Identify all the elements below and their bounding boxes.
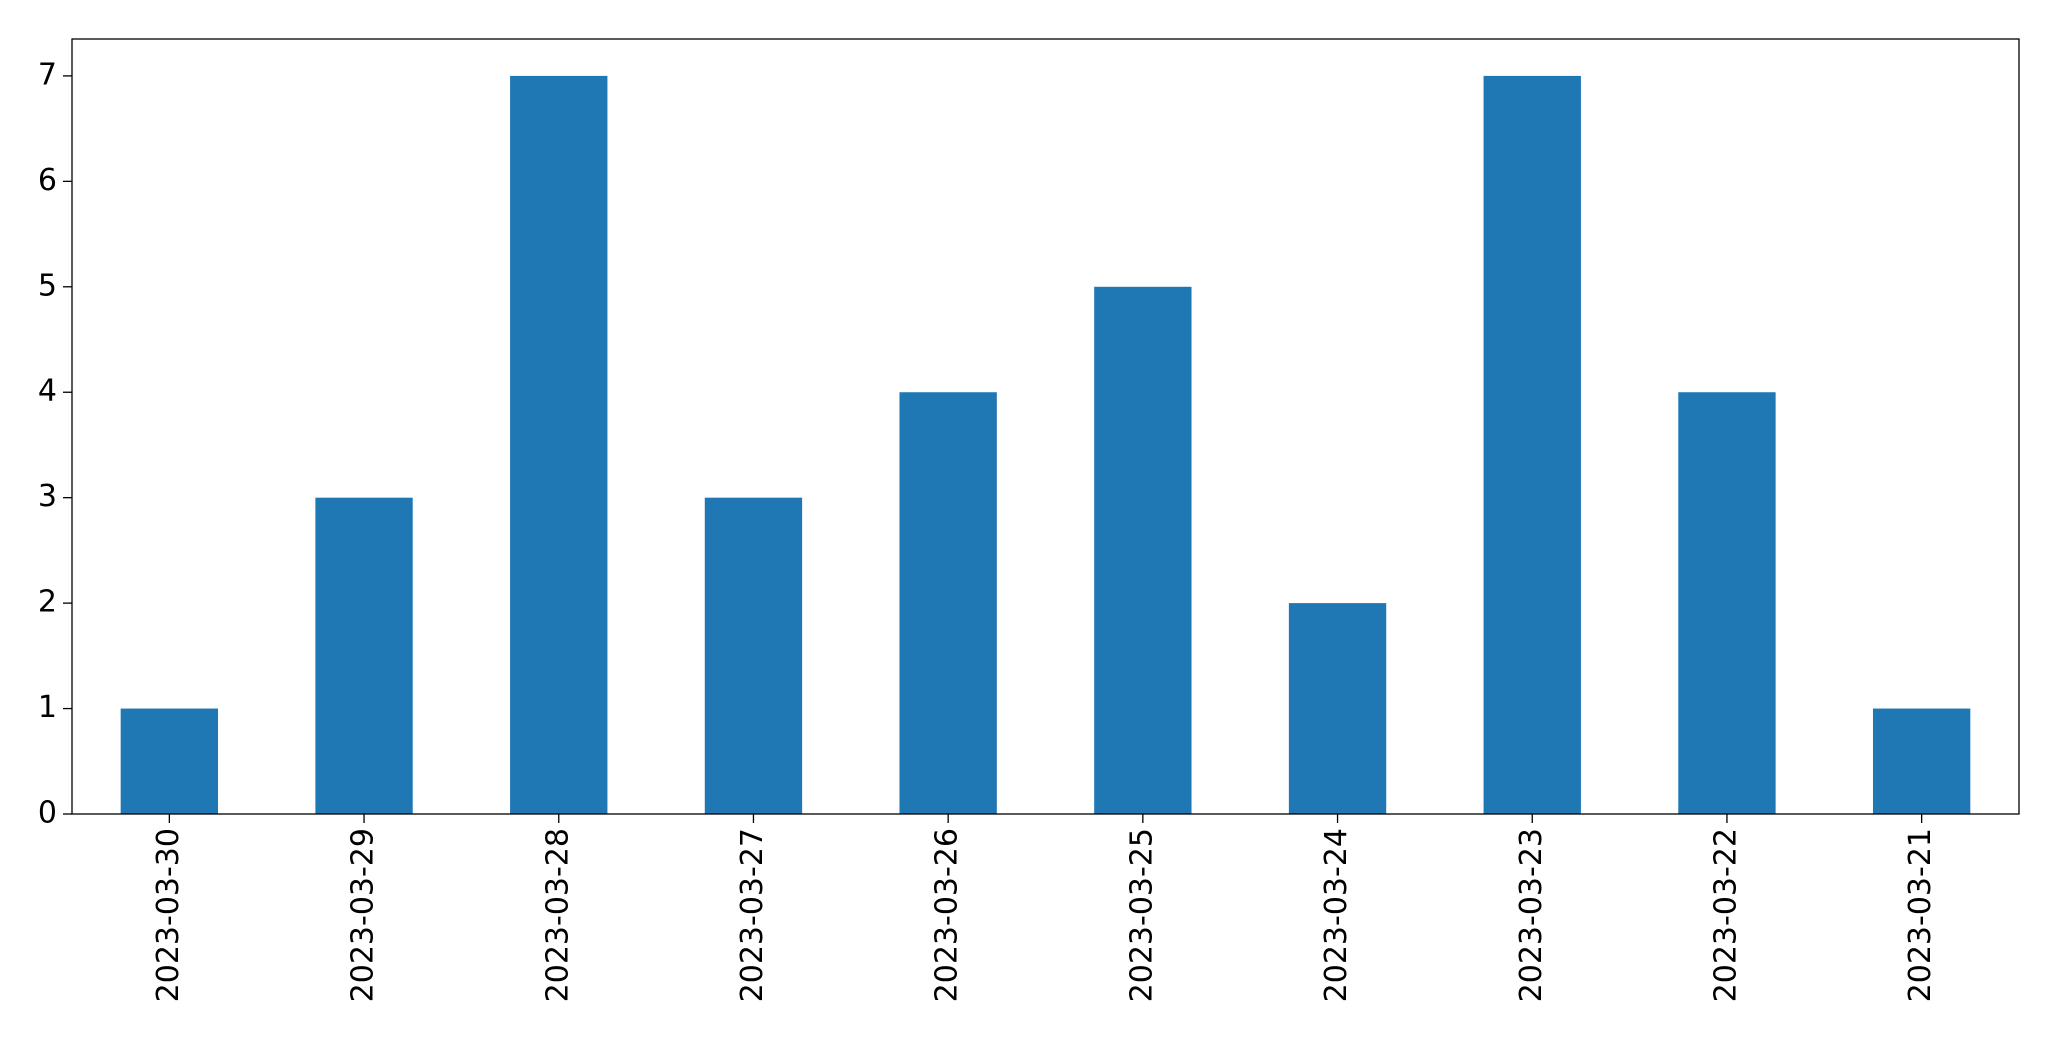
x-tick-label: 2023-03-24	[1319, 828, 1354, 1002]
bar	[1094, 286, 1192, 814]
x-tick-label: 2023-03-22	[1708, 828, 1743, 1002]
x-tick-label: 2023-03-25	[1124, 828, 1159, 1002]
y-tick-label: 4	[38, 374, 57, 409]
x-tick-label: 2023-03-27	[735, 828, 770, 1002]
x-tick-label: 2023-03-26	[930, 828, 965, 1002]
bar	[1872, 708, 1971, 814]
bar	[120, 708, 219, 814]
bar	[704, 497, 803, 814]
x-tick-label: 2023-03-29	[346, 828, 381, 1002]
y-tick-label: 5	[38, 268, 57, 303]
x-tick-label: 2023-03-28	[540, 828, 575, 1002]
y-tick-label: 3	[38, 479, 57, 514]
bar	[1483, 75, 1581, 814]
y-tick-label: 1	[38, 690, 57, 725]
x-tick-label: 2023-03-30	[151, 828, 186, 1002]
bar	[1288, 603, 1387, 814]
x-tick-label: 2023-03-23	[1514, 828, 1549, 1002]
bar	[1678, 392, 1776, 814]
bar	[899, 392, 997, 814]
y-tick-label: 2	[38, 585, 57, 620]
y-tick-label: 0	[38, 796, 57, 831]
x-tick-label: 2023-03-21	[1903, 828, 1938, 1002]
y-tick-label: 7	[38, 57, 57, 92]
y-tick-label: 6	[38, 163, 57, 198]
bar	[510, 75, 608, 814]
bar	[315, 497, 413, 814]
plot-frame	[71, 38, 2020, 815]
